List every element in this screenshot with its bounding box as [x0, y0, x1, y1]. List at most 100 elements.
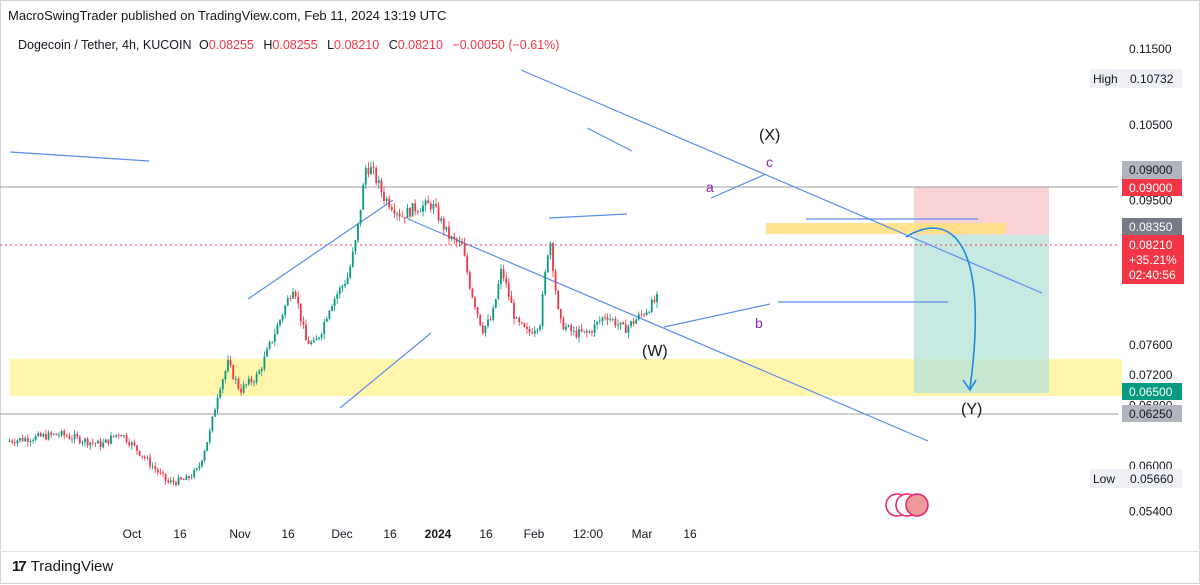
candle-body — [357, 223, 359, 241]
wave-b-line — [663, 303, 771, 328]
candle-body — [39, 433, 42, 437]
resistance-price-tag: 0.09000 — [1122, 161, 1182, 179]
candle-body — [193, 469, 196, 478]
candle-body — [565, 326, 567, 330]
candle-body — [507, 283, 510, 297]
projection-arrow — [905, 227, 977, 389]
wave-label-w: (W) — [642, 343, 668, 360]
candle-body — [99, 440, 102, 448]
candle-body — [572, 330, 575, 332]
candle-body — [266, 348, 268, 357]
candle-body — [370, 167, 372, 175]
close-label: C — [388, 38, 398, 52]
candle-body — [354, 240, 357, 252]
candle-body — [375, 168, 378, 183]
candle-body — [479, 314, 482, 326]
candle-body — [263, 356, 266, 369]
candle-body — [346, 277, 349, 284]
candle-body — [297, 296, 300, 304]
candle-body — [110, 435, 112, 444]
candle-body — [16, 440, 19, 444]
candle-body — [208, 430, 211, 443]
candle-body — [91, 442, 94, 444]
candle-body — [596, 321, 599, 325]
svg-text:Low: Low — [1093, 472, 1115, 486]
candle-body — [63, 430, 66, 436]
candle-body — [383, 192, 385, 201]
candle-body — [331, 306, 333, 311]
candle-body — [159, 472, 162, 474]
candle-body — [656, 294, 658, 303]
candle-body — [206, 442, 209, 452]
x-tick-label: 16 — [479, 527, 493, 541]
candle-body — [112, 435, 115, 437]
svg-text:+35.21%: +35.21% — [1129, 253, 1177, 267]
candle-body — [47, 432, 50, 440]
candle-body — [463, 244, 466, 256]
low-label: Low 0.05660 — [1090, 469, 1182, 488]
candle-body — [279, 319, 281, 325]
high-value: 0.08255 — [272, 38, 318, 52]
svg-text:0.08350: 0.08350 — [1129, 220, 1173, 234]
candle-body — [401, 216, 404, 218]
candle-body — [182, 479, 185, 481]
tradingview-logo[interactable]: 17 TradingView — [12, 558, 113, 575]
candle-body — [255, 374, 258, 382]
wave-a-line — [710, 173, 767, 199]
candle-body — [344, 283, 346, 286]
candle-body — [13, 442, 16, 444]
high-label: High 0.10732 — [1090, 69, 1182, 88]
candle-body — [494, 298, 497, 308]
svg-text:0.05660: 0.05660 — [1130, 472, 1174, 486]
candle-body — [539, 325, 541, 330]
y-tick-label: 0.09500 — [1129, 194, 1173, 208]
svg-text:High: High — [1093, 72, 1118, 86]
svg-text:0.08210: 0.08210 — [1129, 238, 1173, 252]
candle-body — [416, 211, 419, 213]
candle-body — [390, 207, 393, 211]
x-tick-label: 16 — [383, 527, 397, 541]
candle-body — [151, 466, 154, 468]
candle-body — [411, 203, 414, 217]
x-tick-label: 16 — [683, 527, 697, 541]
candle-body — [227, 360, 229, 371]
symbol-name: Dogecoin / Tether, 4h, KUCOIN — [18, 38, 192, 52]
change-value: −0.00050 (−0.61%) — [452, 38, 560, 52]
candle-body — [188, 476, 190, 479]
candle-body — [68, 436, 71, 439]
candle-body — [611, 318, 614, 320]
candle-body — [554, 271, 557, 291]
target-price-tag: 0.06500 — [1122, 383, 1182, 400]
candle-body — [219, 389, 222, 398]
x-tick-label: Mar — [632, 527, 653, 541]
svg-text:0.06500: 0.06500 — [1129, 385, 1173, 399]
candle-body — [224, 370, 227, 380]
publisher-caption: MacroSwingTrader published on TradingVie… — [8, 8, 447, 23]
candle-body — [575, 330, 578, 338]
candle-body — [406, 208, 409, 219]
candle-body — [536, 329, 539, 331]
candle-body — [260, 368, 263, 372]
candle-body — [130, 442, 133, 446]
candle-body — [442, 218, 445, 230]
x-tick-label: 16 — [173, 527, 187, 541]
candle-body — [588, 331, 591, 333]
low-label-bar: L — [327, 38, 335, 52]
candle-body — [136, 445, 138, 451]
candle-body — [598, 320, 601, 322]
wave-label-y: (Y) — [961, 401, 982, 418]
candle-body — [312, 340, 315, 343]
candle-body — [403, 216, 406, 219]
trend-line-left-flat — [9, 151, 150, 162]
candle-body — [445, 226, 448, 230]
candle-body — [107, 439, 110, 444]
svg-text:0.09000: 0.09000 — [1129, 181, 1173, 195]
wave-label-a: a — [706, 179, 714, 195]
candle-body — [323, 321, 326, 334]
candle-body — [497, 283, 500, 299]
candle-body — [162, 472, 164, 474]
candle-body — [502, 268, 505, 278]
candle-body — [19, 438, 21, 441]
candle-body — [84, 438, 86, 443]
